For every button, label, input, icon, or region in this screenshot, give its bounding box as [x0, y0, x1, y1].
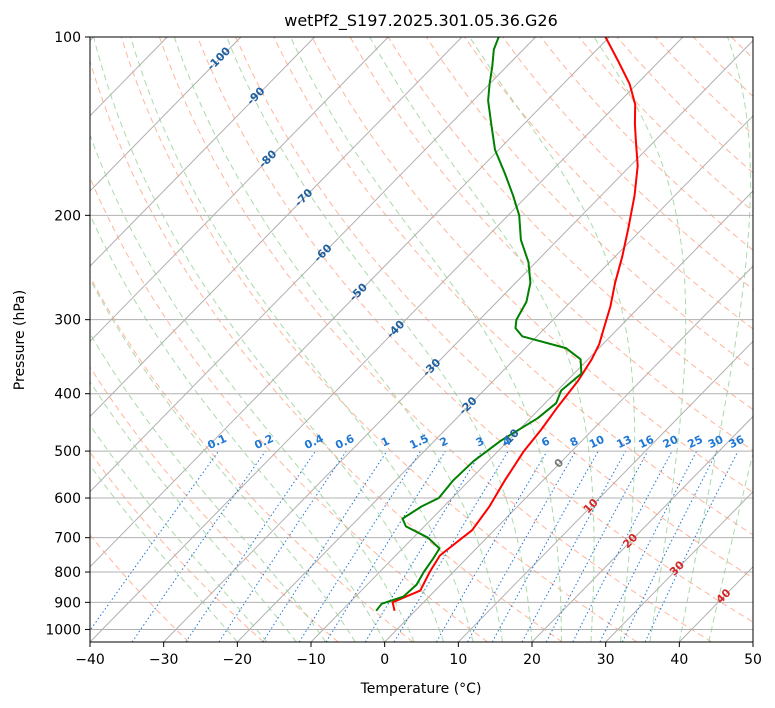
dry-adiabat [90, 176, 488, 642]
isotherm-line [90, 37, 242, 192]
mixing-ratio-line [621, 450, 718, 642]
mixing-ratio-line [185, 450, 316, 642]
dry-adiabat [197, 37, 753, 623]
y-tick-label: 900 [54, 595, 81, 611]
x-tick-label: 0 [380, 652, 389, 668]
mixing-ratio-line [521, 450, 627, 642]
moist-adiabat [593, 37, 687, 642]
y-tick-label: 500 [54, 444, 81, 460]
dry-adiabat [90, 59, 563, 642]
y-tick-label: 400 [54, 387, 81, 403]
mixing-ratio-line [298, 450, 422, 642]
mixing-ratio-label: 10 [587, 433, 607, 451]
dry-adiabat [90, 451, 264, 642]
mixing-ratio-line [90, 450, 220, 632]
dry-adiabat [387, 37, 753, 411]
moist-adiabat [369, 37, 595, 642]
x-tick-label: −20 [223, 652, 253, 668]
mixing-ratio-label: 20 [661, 433, 681, 451]
isotherm-line [90, 37, 684, 642]
mixing-ratio-line [262, 450, 388, 642]
dry-adiabat [425, 37, 753, 370]
dry-adiabat [349, 37, 753, 452]
y-tick-label: 600 [54, 491, 81, 507]
mixing-ratio-label: 30 [706, 433, 726, 451]
mixing-ratio-line [131, 450, 266, 642]
x-tick-label: −40 [75, 652, 105, 668]
mixing-ratio-line [218, 450, 347, 642]
moist-adiabat [708, 451, 753, 642]
mixing-ratio-label: 25 [686, 433, 705, 451]
dry-adiabat [311, 37, 753, 493]
moist-adiabat [173, 37, 503, 642]
x-tick-label: 20 [523, 652, 541, 668]
y-tick-label: 200 [54, 208, 81, 224]
y-tick-label: 700 [54, 531, 81, 547]
dewpoint-profile-line [375, 37, 583, 612]
moist-adiabat [90, 464, 238, 642]
x-axis-title: Temperature (°C) [360, 681, 482, 697]
moist-adiabat [226, 37, 533, 642]
moist-adiabat [90, 424, 268, 642]
isotherm-line [384, 265, 753, 642]
x-tick-label: 50 [744, 652, 762, 668]
mixing-ratio-label: 36 [727, 433, 747, 451]
mixing-ratio-label: 13 [615, 433, 634, 451]
isotherm-line [310, 190, 753, 642]
isotherm-line [90, 37, 389, 343]
isotherm-line [457, 340, 753, 642]
x-tick-label: 30 [597, 652, 615, 668]
y-tick-label: 800 [54, 565, 81, 581]
x-tick-label: −10 [296, 652, 326, 668]
moist-adiabat [93, 37, 445, 642]
moist-adiabat [290, 37, 562, 642]
x-tick-label: −30 [149, 652, 179, 668]
mixing-ratio-line [599, 450, 698, 642]
dry-adiabat [235, 37, 753, 579]
moist-adiabat [678, 37, 752, 642]
isotherm-line [90, 37, 463, 418]
dry-adiabat [120, 37, 638, 642]
isotherm-line [90, 37, 610, 568]
isotherm-line [605, 490, 753, 642]
x-tick-label: 10 [449, 652, 467, 668]
moist-adiabat [469, 37, 636, 642]
dry-adiabat [273, 37, 753, 536]
y-tick-label: 1000 [45, 622, 81, 638]
mixing-ratio-line [467, 450, 577, 642]
moist-adiabat [90, 213, 386, 642]
isotherm-line [163, 39, 753, 642]
chart-title: wetPf2_S197.2025.301.05.36.G26 [284, 11, 558, 31]
isotherm-line [531, 415, 753, 642]
isotherm-line [90, 37, 536, 493]
x-tick-label: 40 [670, 652, 688, 668]
temperature-profile-line [391, 37, 639, 612]
y-tick-label: 100 [54, 30, 81, 46]
dry-adiabat [90, 366, 339, 642]
isotherm-line [90, 37, 315, 267]
moist-adiabat [130, 37, 474, 642]
dry-adiabat [90, 275, 414, 642]
y-tick-label: 300 [54, 313, 81, 329]
y-axis-title: Pressure (hPa) [12, 290, 28, 390]
mixing-ratio-line [491, 450, 599, 642]
mixing-ratio-line [364, 450, 483, 642]
mixing-ratio-line [545, 450, 649, 642]
mixing-ratio-label: 16 [637, 433, 657, 451]
plot-frame [89, 36, 754, 643]
